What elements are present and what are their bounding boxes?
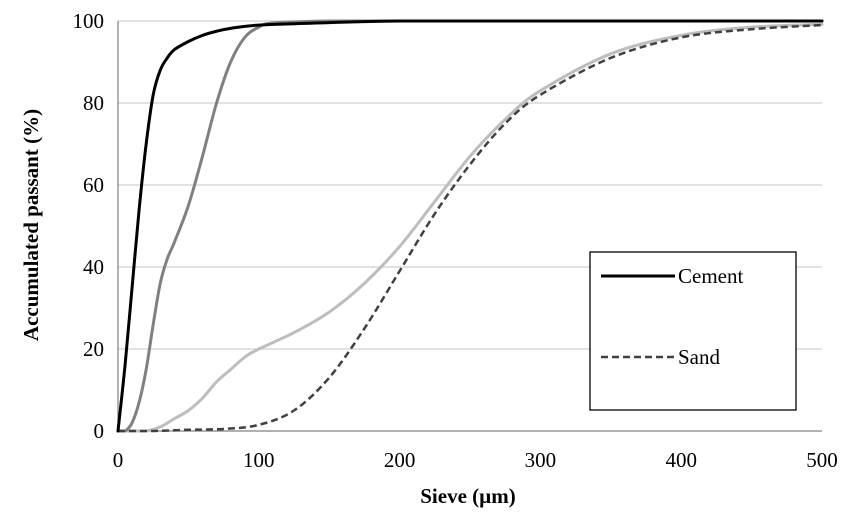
y-tick-labels: 0 20 40 60 80 100 <box>73 9 105 443</box>
y-tick-label-100: 100 <box>73 9 105 33</box>
x-tick-label-100: 100 <box>243 448 275 472</box>
legend-label-sand: Sand <box>678 345 721 369</box>
series-layer <box>116 19 824 433</box>
x-tick-label-400: 400 <box>665 448 697 472</box>
x-axis-title: Sieve (µm) <box>420 484 515 508</box>
x-tick-labels: 0 100 200 300 400 500 <box>113 448 838 472</box>
series-light-grey <box>116 22 824 433</box>
x-tick-label-500: 500 <box>806 448 838 472</box>
series-sand <box>118 23 823 433</box>
plot-area <box>117 21 822 432</box>
legend-label-cement: Cement <box>678 264 743 288</box>
y-tick-label-40: 40 <box>83 255 104 279</box>
x-tick-label-200: 200 <box>384 448 416 472</box>
series-cement <box>116 19 824 433</box>
legend: Cement Sand <box>589 251 797 411</box>
y-tick-label-60: 60 <box>83 173 104 197</box>
y-tick-label-0: 0 <box>94 419 105 443</box>
y-axis-title: Accumulated passant (%) <box>19 109 43 341</box>
x-tick-label-0: 0 <box>113 448 124 472</box>
legend-box <box>589 251 797 411</box>
x-tick-label-300: 300 <box>525 448 557 472</box>
y-tick-label-20: 20 <box>83 337 104 361</box>
y-tick-label-80: 80 <box>83 91 104 115</box>
